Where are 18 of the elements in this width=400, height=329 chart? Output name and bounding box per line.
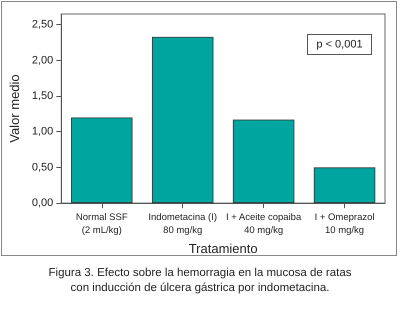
y-tick-label: 2,50: [32, 18, 54, 31]
bar: [314, 167, 376, 204]
y-tick-label: 0,00: [32, 197, 54, 210]
text: Figura 3. Efecto sobre la hemorragia en la mucosa de ratas con inducción de úlcera gástrica por indometacina.: [48, 266, 352, 296]
bar: [71, 117, 133, 204]
bar: [152, 36, 214, 204]
x-tick-label: I + Omeprazol 10 mg/kg: [314, 212, 375, 236]
annotation: p < 0,001: [316, 38, 363, 50]
y-tick-label: 2,00: [32, 54, 54, 66]
bar: [232, 120, 294, 204]
y-tick-label: 0,50: [32, 161, 54, 174]
x-axis-title: Tratamiento: [188, 241, 258, 256]
y-axis-title: Valor medio: [7, 74, 22, 143]
x-tick-label: Indometacina (I) 80 mg/kg: [148, 212, 218, 236]
x-tick-label: Normal SSF (2 mL/kg): [76, 212, 128, 236]
y-tick-label: 1,00: [32, 126, 54, 138]
x-tick-label: I + Aceite copaiba 40 mg/kg: [226, 212, 302, 236]
y-tick-label: 1,50: [32, 90, 54, 102]
